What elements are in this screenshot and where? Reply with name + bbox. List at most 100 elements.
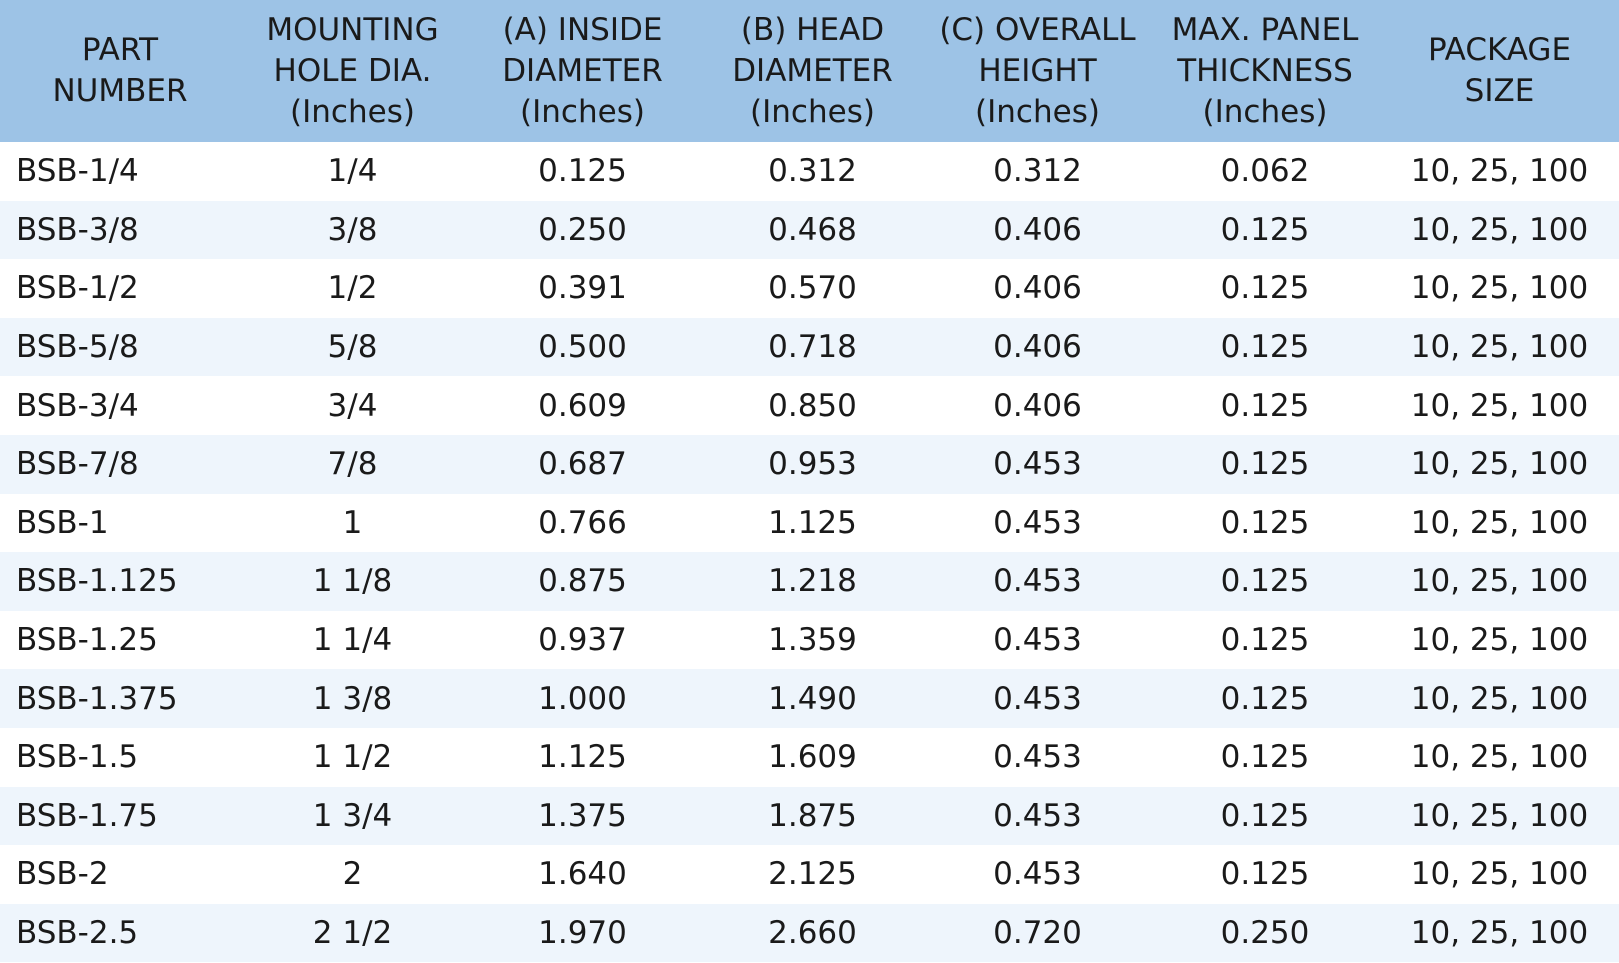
panel-thickness-cell: 0.125 [1220, 797, 1310, 834]
inside-diameter-cell: 0.609 [538, 387, 627, 424]
part-number-cell: BSB-3/8 [16, 211, 139, 248]
head-diameter-cell: 0.718 [768, 329, 857, 366]
header-package-size: PACKAGE SIZE [1427, 32, 1572, 109]
package-size-cell: 10, 25, 100 [1410, 915, 1589, 952]
header-head-diameter: (B) HEAD DIAMETER (Inches) [732, 11, 893, 130]
mounting-hole-cell: 3/8 [327, 211, 378, 248]
part-number-cell: BSB-2.5 [16, 915, 139, 952]
inside-diameter-cell: 0.391 [538, 270, 627, 307]
package-size-cell: 10, 25, 100 [1410, 446, 1589, 483]
package-size-cell: 10, 25, 100 [1410, 329, 1589, 366]
overall-height-cell: 0.453 [993, 680, 1082, 717]
inside-diameter-cell: 0.687 [538, 446, 627, 483]
table-row: BSB-3/8 3/8 0.250 0.468 0.406 0.125 10, 25, 10… [0, 200, 1619, 260]
header-max-panel-thickness: MAX. PANEL THICKNESS (Inches) [1171, 11, 1359, 130]
head-diameter-cell: 0.850 [768, 387, 857, 424]
part-number-cell: BSB-3/4 [16, 387, 139, 424]
head-diameter-cell: 2.125 [768, 856, 857, 893]
header-mounting-hole-dia: MOUNTING HOLE DIA. (Inches) [266, 11, 439, 130]
part-number-cell: BSB-1.375 [16, 680, 178, 717]
part-number-cell: BSB-7/8 [16, 446, 139, 483]
part-number-cell: BSB-1.125 [16, 563, 178, 600]
overall-height-cell: 0.312 [993, 153, 1082, 190]
package-size-cell: 10, 25, 100 [1410, 680, 1589, 717]
panel-thickness-cell: 0.125 [1220, 680, 1310, 717]
panel-thickness-cell: 0.125 [1220, 211, 1310, 248]
mounting-hole-cell: 3/4 [327, 387, 378, 424]
panel-thickness-cell: 0.250 [1220, 915, 1310, 952]
head-diameter-cell: 0.570 [768, 270, 857, 307]
overall-height-cell: 0.453 [993, 504, 1082, 541]
mounting-hole-cell: 1/4 [327, 153, 378, 190]
overall-height-cell: 0.453 [993, 797, 1082, 834]
table-row: BSB-7/8 7/8 0.687 0.953 0.453 0.125 10, 25, 10… [0, 434, 1619, 494]
panel-thickness-cell: 0.125 [1220, 856, 1310, 893]
head-diameter-cell: 1.875 [768, 797, 857, 834]
table-body: BSB-1/4 1/4 0.125 0.312 0.312 0.062 10, 25, 10… [0, 142, 1619, 963]
part-number-cell: BSB-1 [16, 504, 109, 541]
overall-height-cell: 0.406 [993, 270, 1082, 307]
table-row: BSB-1.375 1 3/8 1.000 1.490 0.453 0.125 10, 25… [0, 669, 1619, 728]
package-size-cell: 10, 25, 100 [1410, 622, 1589, 659]
head-diameter-cell: 1.490 [768, 680, 857, 717]
mounting-hole-cell: 2 1/2 [312, 915, 393, 952]
overall-height-cell: 0.720 [993, 915, 1082, 952]
head-diameter-cell: 1.359 [768, 622, 857, 659]
inside-diameter-cell: 1.640 [538, 856, 627, 893]
inside-diameter-cell: 0.125 [538, 153, 627, 190]
mounting-hole-cell: 7/8 [327, 446, 378, 483]
mounting-hole-cell: 5/8 [327, 329, 378, 366]
inside-diameter-cell: 1.375 [538, 797, 627, 834]
table-row: BSB-2.5 2 1/2 1.970 2.660 0.720 0.250 10, 25, … [0, 903, 1619, 963]
header-row: PART NUMBER MOUNTING HOLE DIA. (Inches) … [0, 0, 1619, 142]
package-size-cell: 10, 25, 100 [1410, 504, 1589, 541]
mounting-hole-cell: 1 1/4 [312, 622, 393, 659]
package-size-cell: 10, 25, 100 [1410, 797, 1589, 834]
part-number-cell: BSB-1.75 [16, 797, 158, 834]
overall-height-cell: 0.406 [993, 329, 1082, 366]
head-diameter-cell: 1.125 [768, 504, 857, 541]
part-number-cell: BSB-5/8 [16, 329, 139, 366]
package-size-cell: 10, 25, 100 [1410, 153, 1589, 190]
table-row: BSB-1 1 0.766 1.125 0.453 0.125 10, 25, 100 [0, 493, 1619, 553]
package-size-cell: 10, 25, 100 [1410, 270, 1589, 307]
package-size-cell: 10, 25, 100 [1410, 211, 1589, 248]
inside-diameter-cell: 0.937 [538, 622, 627, 659]
part-number-cell: BSB-1.25 [16, 622, 158, 659]
panel-thickness-cell: 0.125 [1220, 329, 1310, 366]
panel-thickness-cell: 0.125 [1220, 739, 1310, 776]
inside-diameter-cell: 1.125 [538, 739, 627, 776]
overall-height-cell: 0.453 [993, 739, 1082, 776]
panel-thickness-cell: 0.062 [1220, 153, 1310, 190]
package-size-cell: 10, 25, 100 [1410, 387, 1589, 424]
mounting-hole-cell: 1 [342, 504, 363, 541]
table-row: BSB-5/8 5/8 0.500 0.718 0.406 0.125 10, 25, 10… [0, 317, 1619, 377]
overall-height-cell: 0.406 [993, 387, 1082, 424]
package-size-cell: 10, 25, 100 [1410, 739, 1589, 776]
table-row: BSB-3/4 3/4 0.609 0.850 0.406 0.125 10, 25, 10… [0, 376, 1619, 435]
overall-height-cell: 0.406 [993, 211, 1082, 248]
part-number-cell: BSB-1/2 [16, 270, 139, 307]
part-number-cell: BSB-2 [16, 856, 109, 893]
table-row: BSB-1.25 1 1/4 0.937 1.359 0.453 0.125 10, 25,… [0, 610, 1619, 670]
header-inside-diameter: (A) INSIDE DIAMETER (Inches) [502, 11, 663, 130]
table-row: BSB-1.75 1 3/4 1.375 1.875 0.453 0.125 10, 25,… [0, 786, 1619, 846]
panel-thickness-cell: 0.125 [1220, 563, 1310, 600]
head-diameter-cell: 2.660 [768, 915, 857, 952]
mounting-hole-cell: 1 1/2 [312, 739, 393, 776]
table-row: BSB-1/2 1/2 0.391 0.570 0.406 0.125 10, 25, 10… [0, 259, 1619, 318]
inside-diameter-cell: 0.875 [538, 563, 627, 600]
header-overall-height: (C) OVERALL HEIGHT (Inches) [939, 11, 1136, 130]
head-diameter-cell: 1.609 [768, 739, 857, 776]
head-diameter-cell: 0.468 [768, 211, 857, 248]
head-diameter-cell: 0.312 [768, 153, 857, 190]
part-number-cell: BSB-1/4 [16, 153, 139, 190]
package-size-cell: 10, 25, 100 [1410, 563, 1589, 600]
inside-diameter-cell: 1.970 [538, 915, 627, 952]
panel-thickness-cell: 0.125 [1220, 387, 1310, 424]
overall-height-cell: 0.453 [993, 563, 1082, 600]
overall-height-cell: 0.453 [993, 856, 1082, 893]
mounting-hole-cell: 1/2 [327, 270, 378, 307]
panel-thickness-cell: 0.125 [1220, 270, 1310, 307]
